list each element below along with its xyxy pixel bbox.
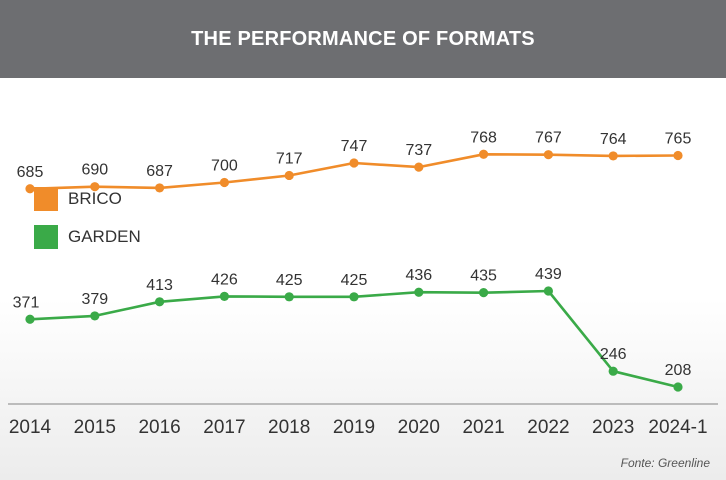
x-tick-label: 2021: [462, 417, 504, 438]
data-point: [90, 182, 100, 192]
series-line-garden: [28, 289, 680, 389]
x-tick-label: 2017: [203, 417, 245, 438]
data-label: 690: [81, 162, 108, 179]
series-layer: 685 690 687 700 717 747 737 768 767 764 765 371 379 4…: [13, 129, 692, 392]
data-point: [608, 151, 618, 161]
source-note: Fonte: Greenline: [620, 456, 710, 470]
data-point: [673, 382, 683, 392]
data-point: [608, 366, 618, 376]
data-point: [673, 150, 683, 161]
data-label: 687: [146, 163, 173, 180]
legend-item-garden: GARDEN: [34, 224, 141, 250]
data-label: 439: [535, 266, 562, 283]
data-point: [25, 314, 35, 324]
data-point: [543, 286, 554, 296]
chart-header: THE PERFORMANCE OF FORMATS: [0, 0, 726, 78]
legend-item-brico: BRICO: [34, 186, 141, 212]
data-label: 379: [81, 291, 108, 308]
legend-swatch-garden: [34, 225, 58, 249]
data-label: 737: [405, 142, 432, 159]
data-point: [349, 158, 359, 168]
data-label: 426: [211, 271, 238, 288]
x-tick-label: 2024-1: [648, 417, 707, 438]
x-tick-label: 2019: [333, 417, 375, 438]
data-point: [543, 150, 554, 160]
data-label: 700: [211, 158, 238, 175]
x-tick-label: 2014: [9, 417, 52, 438]
data-point: [155, 183, 165, 193]
data-point: [414, 287, 424, 297]
data-label: 717: [276, 150, 303, 167]
x-tick-label: 2023: [592, 417, 634, 438]
legend-label-garden: GARDEN: [68, 227, 141, 246]
data-point: [219, 177, 229, 188]
series-garden: 371 379 413 426 425 425 436 435 439 246 208: [13, 266, 692, 392]
data-point: [155, 297, 165, 307]
x-tick-label: 2018: [268, 417, 310, 438]
legend-swatch-brico: [34, 187, 58, 211]
data-point: [479, 149, 489, 159]
data-point: [90, 311, 100, 321]
x-tick-label: 2015: [74, 417, 116, 438]
data-label: 685: [17, 164, 44, 181]
data-label: 747: [341, 138, 368, 155]
data-label: 436: [405, 267, 432, 284]
data-label: 435: [470, 268, 497, 285]
data-point: [349, 292, 359, 302]
x-tick-label: 2016: [138, 417, 180, 438]
data-label: 768: [470, 129, 497, 146]
data-label: 413: [146, 277, 173, 294]
data-point: [284, 292, 294, 302]
series-brico: 685 690 687 700 717 747 737 768 767 764 765: [17, 129, 692, 194]
data-label: 208: [665, 362, 692, 379]
x-tick-label: 2022: [527, 417, 569, 438]
chart-title: THE PERFORMANCE OF FORMATS: [191, 27, 535, 50]
data-label: 371: [13, 294, 40, 311]
x-tick-label: 2020: [398, 417, 440, 438]
legend: BRICO GARDEN: [34, 186, 141, 262]
data-point: [219, 291, 229, 301]
x-axis: 2014 2015 2016 2017 2018 2019 2020 2021 2022 2023…: [8, 403, 718, 438]
data-label: 425: [341, 272, 368, 289]
data-point: [479, 288, 489, 298]
data-point: [25, 184, 35, 194]
data-label: 425: [276, 272, 303, 289]
data-label: 767: [535, 130, 562, 147]
data-point: [284, 170, 294, 181]
plot-area: [0, 78, 726, 480]
legend-label-brico: BRICO: [68, 189, 122, 208]
data-label: 246: [600, 346, 627, 363]
data-label: 764: [600, 131, 627, 148]
data-label: 765: [665, 131, 692, 148]
data-point: [414, 162, 424, 172]
